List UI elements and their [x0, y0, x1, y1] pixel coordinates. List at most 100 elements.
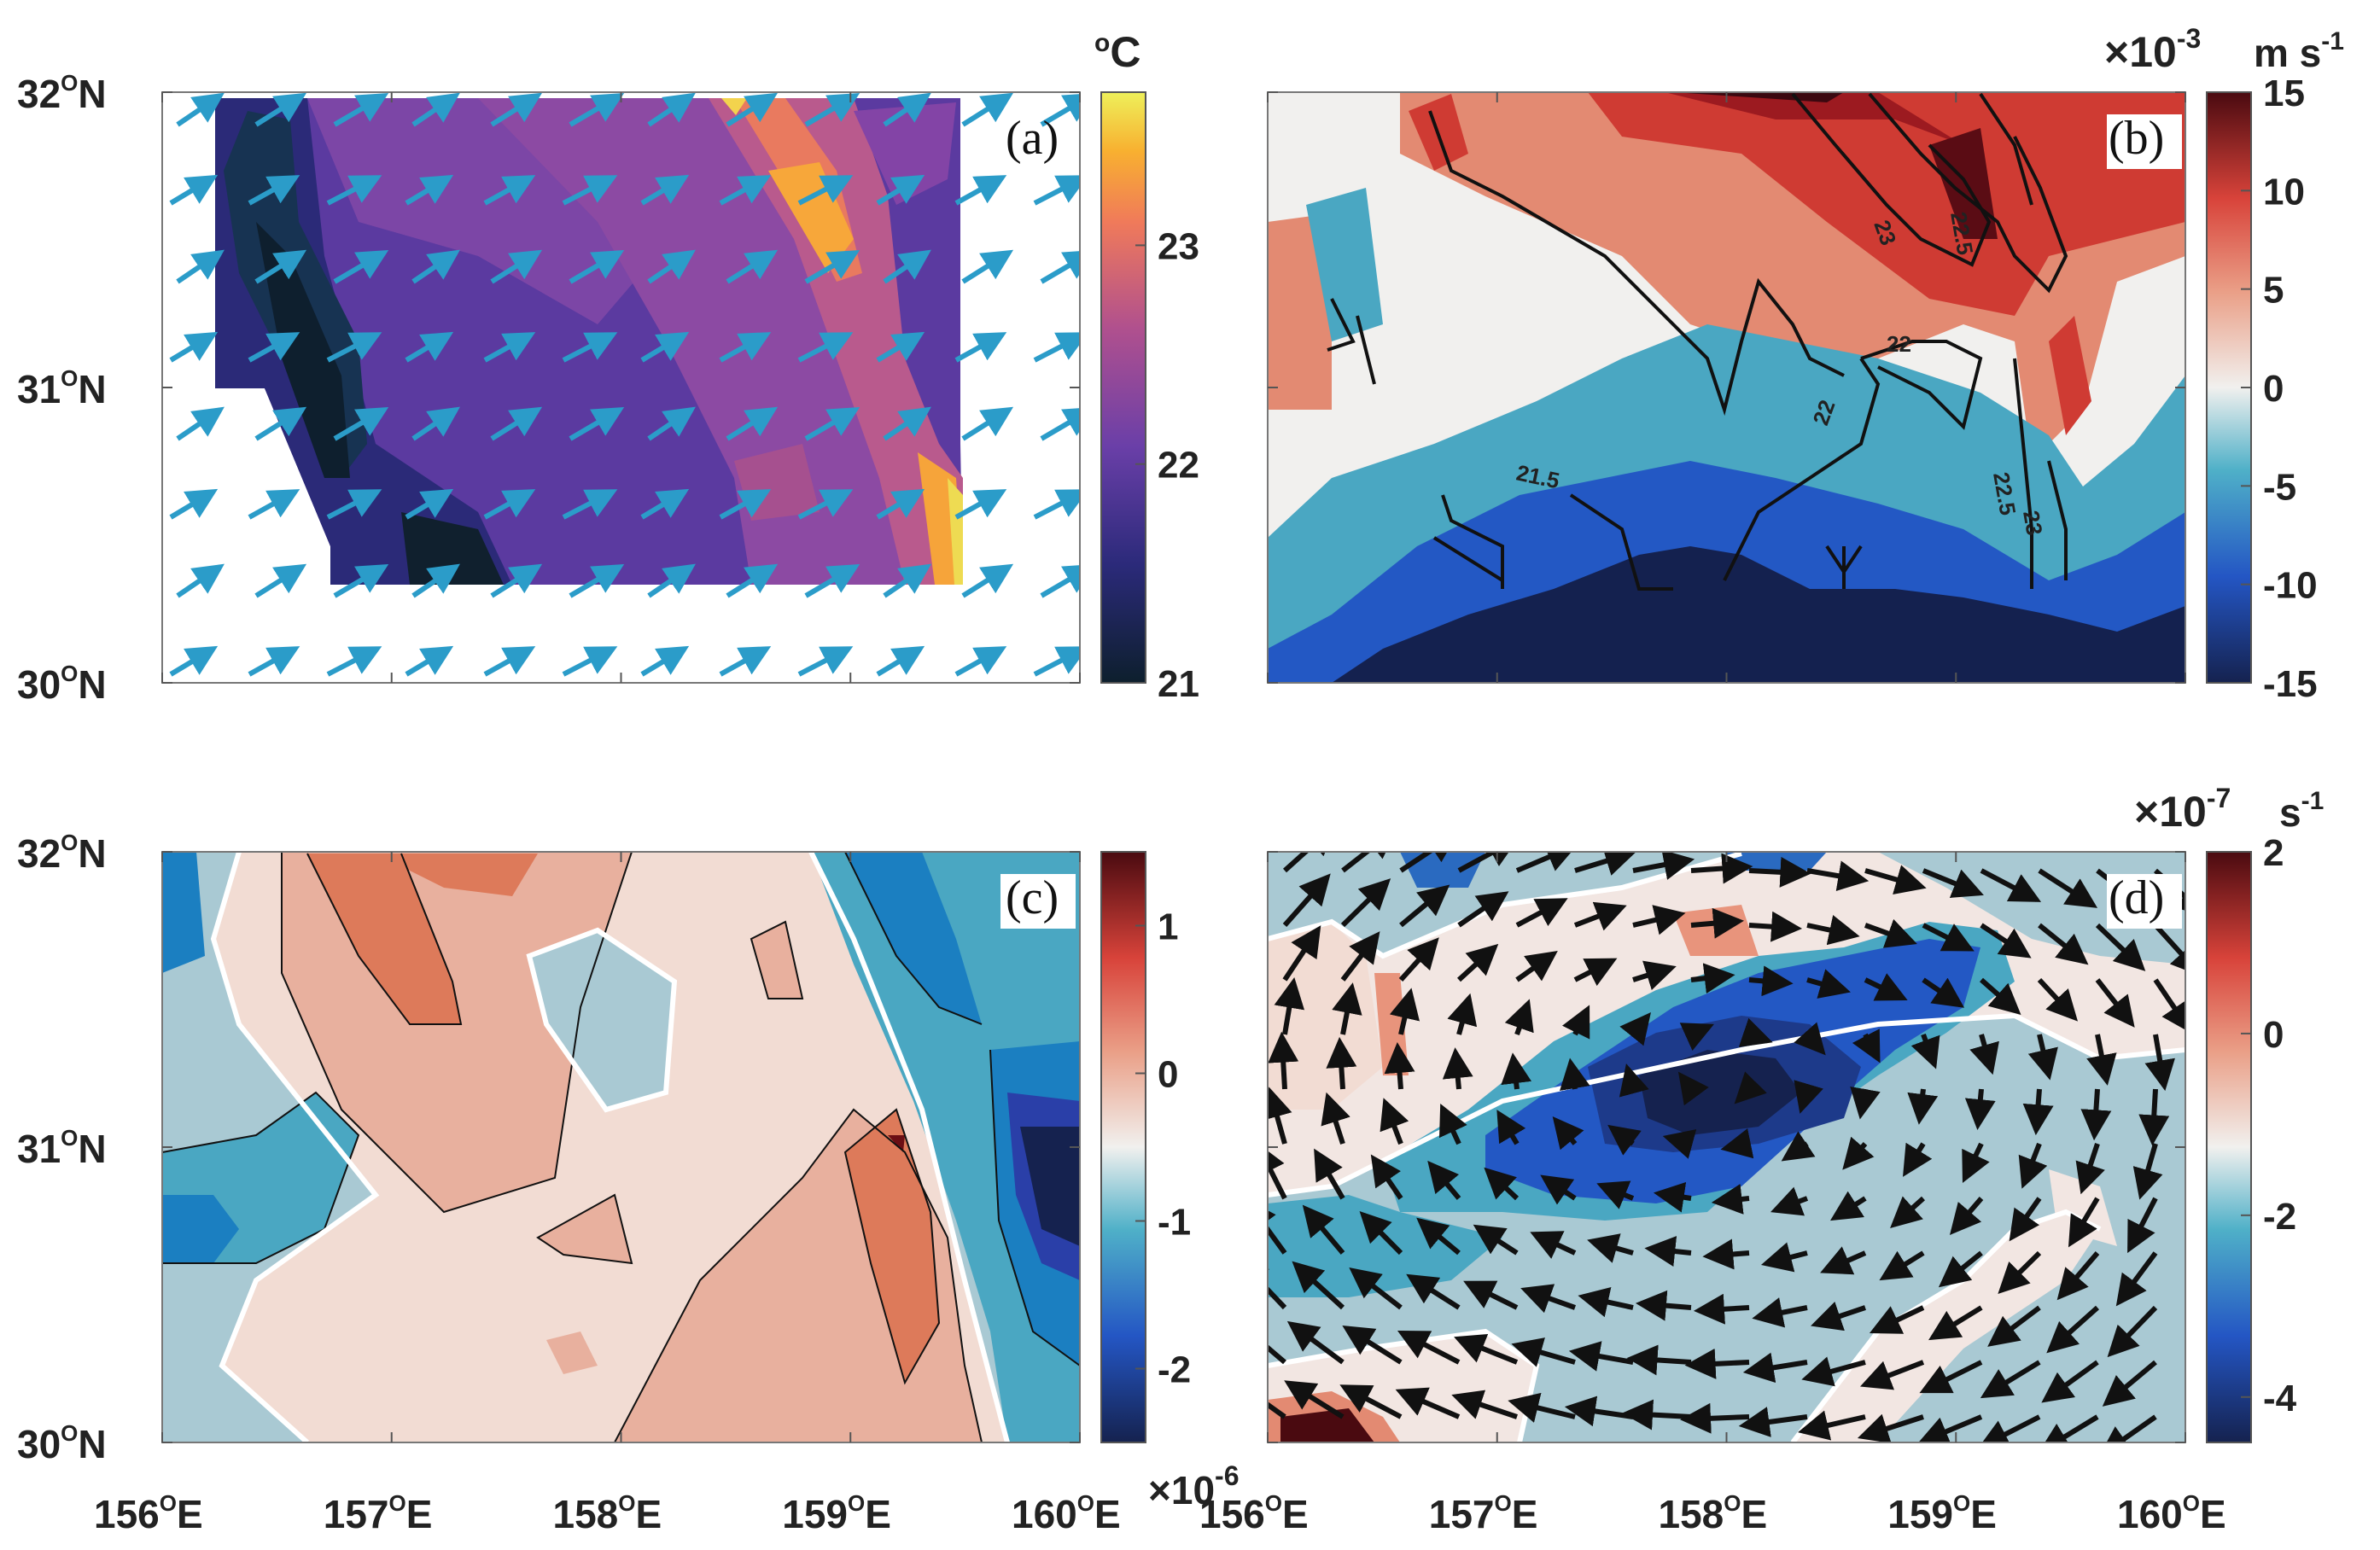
- latitude-label: 31ON: [17, 365, 107, 411]
- wind-arrow: [248, 332, 300, 363]
- colorbar-tick-label: 10: [2263, 171, 2305, 213]
- vector-arrow: [1442, 1047, 1473, 1090]
- wind-arrow: [876, 174, 925, 206]
- contour-label: 22: [1887, 331, 1911, 357]
- wind-arrow: [169, 488, 219, 520]
- vector-arrow: [1760, 1242, 1808, 1273]
- vector-arrow: [1852, 1028, 1881, 1063]
- vector-arrow: [1416, 1217, 1461, 1256]
- vector-arrow: [1560, 1058, 1590, 1091]
- vector-arrow: [1398, 937, 1439, 982]
- wind-arrow: [640, 645, 690, 677]
- vector-arrow: [1427, 1160, 1461, 1200]
- latitude-label: 31ON: [17, 1125, 107, 1171]
- vector-arrow: [1806, 915, 1860, 946]
- colorbar-tick-label: 23: [1158, 225, 1199, 267]
- vector-arrow: [1980, 977, 2021, 1015]
- vector-arrow: [2068, 1197, 2100, 1248]
- vector-arrow: [1811, 1302, 1866, 1331]
- vector-arrow: [1806, 969, 1851, 999]
- vector-arrow: [1268, 1142, 1287, 1200]
- vector-arrow: [1690, 853, 1753, 884]
- colorbar-tick-label: 1: [1158, 906, 1178, 948]
- vector-arrow: [1794, 1080, 1823, 1114]
- vector-arrow: [2075, 1143, 2105, 1195]
- wind-arrow: [248, 175, 300, 206]
- vector-arrow: [1286, 1320, 1345, 1365]
- vector-arrow: [1395, 1387, 1461, 1419]
- wind-arrow: [797, 175, 854, 206]
- vector-arrow: [1573, 901, 1627, 931]
- vector-arrow: [1680, 1402, 1750, 1434]
- vector-arrow: [1399, 884, 1450, 928]
- vector-arrow: [1622, 1399, 1692, 1431]
- vector-arrow: [1677, 1071, 1709, 1106]
- panel-c-colorbar-ticks: 1 0 -1 -2: [1135, 906, 1191, 1391]
- wind-arrow: [797, 489, 854, 520]
- latitude-label: 30ON: [17, 661, 107, 707]
- vector-arrow: [1380, 1098, 1409, 1145]
- wind-arrow: [326, 489, 382, 520]
- vector-arrow: [1552, 1116, 1584, 1151]
- vector-arrow: [1314, 1148, 1345, 1200]
- vector-arrow: [1463, 1280, 1519, 1310]
- colorbar-tick-label: 15: [2263, 73, 2305, 114]
- vector-arrow: [2098, 1414, 2157, 1442]
- wind-arrow: [876, 645, 925, 677]
- vector-arrow: [1282, 925, 1321, 982]
- axis-tick-marks: [161, 91, 2186, 1443]
- wind-arrow: [254, 406, 307, 441]
- vector-arrow: [1842, 1136, 1875, 1170]
- vector-arrow: [1636, 1290, 1692, 1321]
- vector-arrow: [1501, 1052, 1532, 1090]
- vector-arrow: [1349, 1267, 1403, 1310]
- wind-arrow: [176, 92, 225, 127]
- vector-arrow: [1578, 1286, 1634, 1318]
- vector-arrow: [1340, 878, 1391, 928]
- vector-arrow: [1457, 852, 1519, 873]
- wind-arrow: [883, 92, 931, 127]
- vector-arrow: [1511, 1337, 1576, 1367]
- panel-c-colorbar: [1100, 851, 1146, 1443]
- longitude-label: 160OE: [2117, 1490, 2226, 1536]
- colorbar-tick-label: -10: [2263, 565, 2318, 607]
- panel-b-label: (b): [2109, 112, 2164, 165]
- vector-arrow: [1457, 891, 1509, 928]
- wind-arrow: [1040, 249, 1080, 284]
- wind-arrow: [726, 92, 779, 127]
- vector-arrow: [1292, 1261, 1345, 1310]
- vector-arrow: [1268, 1198, 1287, 1255]
- wind-arrow: [490, 92, 543, 127]
- wind-arrow: [411, 249, 460, 284]
- vector-arrow: [1902, 1142, 1933, 1177]
- panel-b-sst-contours: [1327, 92, 2068, 591]
- longitude-label: 159OE: [782, 1490, 891, 1536]
- vector-arrow: [1798, 1410, 1866, 1441]
- colorbar-tick-label: -2: [1158, 1349, 1191, 1391]
- panel-c-colorbar-unit: ×10-6: [1148, 1460, 1239, 1512]
- panel-d-colorbar-unit: ×10-7 s-1: [2134, 783, 2324, 836]
- latitude-label: 32ON: [17, 70, 107, 116]
- wind-arrow: [1040, 92, 1080, 127]
- latitude-label: 30ON: [17, 1420, 107, 1466]
- wind-arrow: [569, 563, 625, 598]
- vector-arrow: [1938, 1250, 1983, 1288]
- vector-arrow: [1964, 1088, 1996, 1130]
- latitude-tick-labels: 32ON 31ON 30ON 32ON 31ON 30ON: [17, 70, 107, 1466]
- vector-arrow: [1341, 852, 1397, 873]
- longitude-label: 159OE: [1887, 1490, 1997, 1536]
- vector-arrow: [1980, 1360, 2041, 1399]
- vector-arrow: [1504, 999, 1534, 1036]
- wind-arrow: [1033, 489, 1080, 520]
- vector-arrow: [1397, 1330, 1461, 1365]
- vector-arrow: [1389, 988, 1420, 1035]
- vector-arrow: [1496, 1110, 1526, 1145]
- vector-arrow: [1282, 852, 1337, 873]
- vector-arrow: [2144, 1034, 2175, 1092]
- vector-arrow: [1268, 1401, 1286, 1419]
- panel-d-colorbar-ticks: 2 0 -2 -4: [2241, 832, 2297, 1419]
- vector-arrow: [1587, 1233, 1634, 1263]
- wind-arrow: [804, 92, 860, 127]
- wind-arrow: [169, 645, 219, 677]
- panel-c-contours: [162, 852, 1080, 1442]
